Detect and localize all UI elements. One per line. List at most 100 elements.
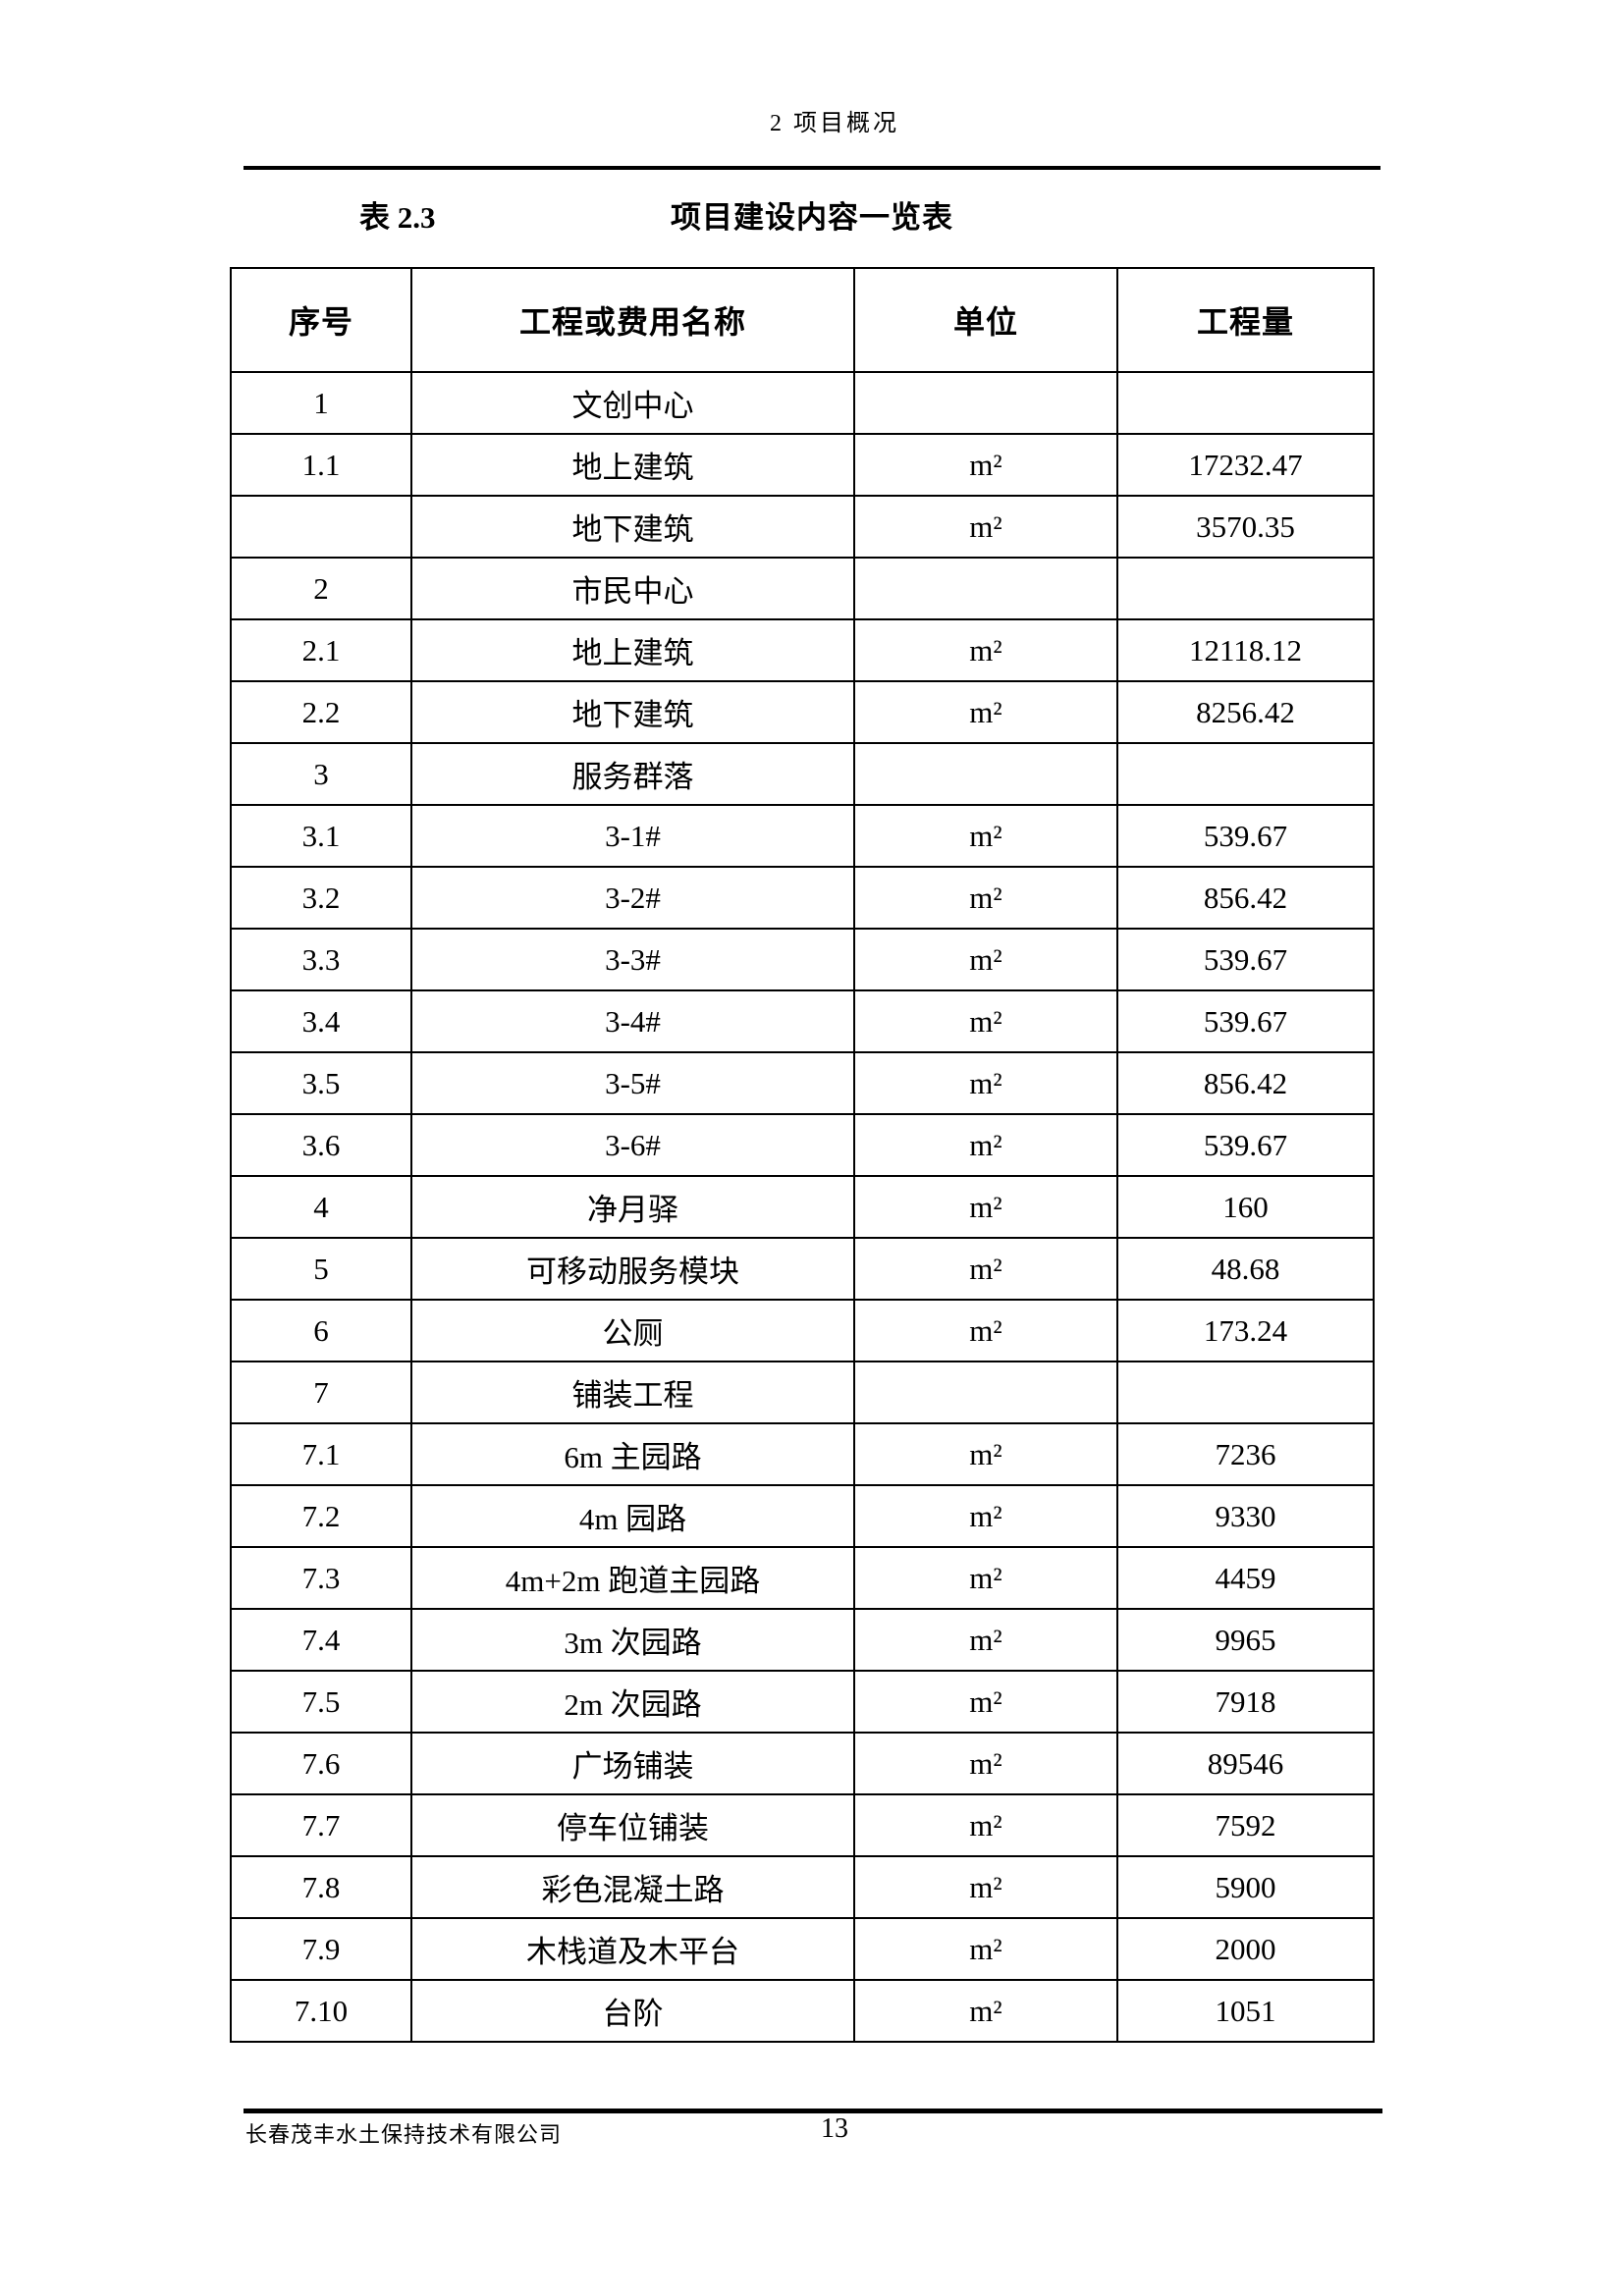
footer-page-number: 13 [821,2113,848,2144]
table-row: 7.8 彩色混凝土路 m² 5900 [230,1855,1375,1919]
column-header-unit: 单位 [853,267,1118,373]
table-row: 7.1 6m 主园路 m² 7236 [230,1422,1375,1486]
cell-index: 3.2 [230,866,412,930]
table-row: 3 服务群落 [230,742,1375,806]
cell-quantity: 5900 [1116,1855,1375,1919]
cell-name: 2m 次园路 [410,1670,855,1734]
cell-index: 6 [230,1299,412,1362]
table-row: 3.6 3-6# m² 539.67 [230,1113,1375,1177]
cell-unit [853,557,1118,620]
cell-name: 停车位铺装 [410,1793,855,1857]
table-row: 7.5 2m 次园路 m² 7918 [230,1670,1375,1734]
cell-unit: m² [853,989,1118,1053]
cell-name: 地上建筑 [410,433,855,497]
cell-unit [853,371,1118,435]
cell-index: 2 [230,557,412,620]
cell-index: 7.1 [230,1422,412,1486]
cell-unit: m² [853,1051,1118,1115]
table-row: 7.3 4m+2m 跑道主园路 m² 4459 [230,1546,1375,1610]
cell-index: 7.10 [230,1979,412,2043]
cell-name: 广场铺装 [410,1732,855,1795]
cell-quantity: 173.24 [1116,1299,1375,1362]
cell-quantity: 89546 [1116,1732,1375,1795]
cell-unit: m² [853,1299,1118,1362]
cell-quantity: 539.67 [1116,928,1375,991]
cell-index: 3.1 [230,804,412,868]
cell-quantity: 17232.47 [1116,433,1375,497]
table-row: 2 市民中心 [230,557,1375,620]
cell-index: 7 [230,1361,412,1424]
cell-name: 净月驿 [410,1175,855,1239]
table-row: 7.2 4m 园路 m² 9330 [230,1484,1375,1548]
cell-name: 3-4# [410,989,855,1053]
cell-quantity: 48.68 [1116,1237,1375,1301]
cell-index: 3.5 [230,1051,412,1115]
table-row: 5 可移动服务模块 m² 48.68 [230,1237,1375,1301]
running-header-chapter: 2 项目概况 [770,111,899,136]
table-row: 3.5 3-5# m² 856.42 [230,1051,1375,1115]
cell-quantity: 160 [1116,1175,1375,1239]
cell-unit: m² [853,1546,1118,1610]
cell-unit: m² [853,1422,1118,1486]
cell-name: 4m 园路 [410,1484,855,1548]
cell-index: 7.7 [230,1793,412,1857]
cell-index: 2.2 [230,680,412,744]
table-header: 序号 工程或费用名称 单位 工程量 [230,267,1375,373]
cell-quantity: 1051 [1116,1979,1375,2043]
table-row: 3.2 3-2# m² 856.42 [230,866,1375,930]
cell-name: 3-5# [410,1051,855,1115]
cell-quantity: 539.67 [1116,1113,1375,1177]
cell-quantity [1116,371,1375,435]
cell-index: 1 [230,371,412,435]
cell-name: 地上建筑 [410,618,855,682]
cell-name: 3-3# [410,928,855,991]
cell-unit: m² [853,1237,1118,1301]
cell-name: 公厕 [410,1299,855,1362]
table-row: 3.4 3-4# m² 539.67 [230,989,1375,1053]
table-row: 7.6 广场铺装 m² 89546 [230,1732,1375,1795]
table-row: 1 文创中心 [230,371,1375,435]
cell-unit: m² [853,1732,1118,1795]
table-row: 2.2 地下建筑 m² 8256.42 [230,680,1375,744]
cell-name: 地下建筑 [410,680,855,744]
cell-index: 7.2 [230,1484,412,1548]
cell-index: 3.6 [230,1113,412,1177]
cell-index: 5 [230,1237,412,1301]
table-caption-number: 表 2.3 [359,200,436,235]
cell-unit: m² [853,618,1118,682]
cell-name: 6m 主园路 [410,1422,855,1486]
cell-unit: m² [853,1793,1118,1857]
cell-quantity: 12118.12 [1116,618,1375,682]
cell-unit: m² [853,1608,1118,1672]
cell-unit [853,742,1118,806]
table-row: 4 净月驿 m² 160 [230,1175,1375,1239]
cell-quantity: 7592 [1116,1793,1375,1857]
cell-index: 7.4 [230,1608,412,1672]
cell-index: 3.4 [230,989,412,1053]
cell-quantity: 9330 [1116,1484,1375,1548]
cell-quantity: 7918 [1116,1670,1375,1734]
cell-name: 3m 次园路 [410,1608,855,1672]
column-header-quantity: 工程量 [1116,267,1375,373]
table-row: 2.1 地上建筑 m² 12118.12 [230,618,1375,682]
cell-index: 1.1 [230,433,412,497]
cell-unit: m² [853,804,1118,868]
cell-name: 服务群落 [410,742,855,806]
cell-index [230,495,412,559]
footer-company-name: 长春茂丰水土保持技术有限公司 [245,2122,563,2147]
table-row: 地下建筑 m² 3570.35 [230,495,1375,559]
cell-unit: m² [853,1855,1118,1919]
cell-name: 文创中心 [410,371,855,435]
cell-quantity: 2000 [1116,1917,1375,1981]
cell-name: 木栈道及木平台 [410,1917,855,1981]
table-row: 1.1 地上建筑 m² 17232.47 [230,433,1375,497]
cell-unit [853,1361,1118,1424]
cell-index: 7.5 [230,1670,412,1734]
cell-name: 地下建筑 [410,495,855,559]
table-row: 7 铺装工程 [230,1361,1375,1424]
cell-name: 3-6# [410,1113,855,1177]
table-row: 3.1 3-1# m² 539.67 [230,804,1375,868]
cell-quantity [1116,557,1375,620]
cell-index: 3.3 [230,928,412,991]
